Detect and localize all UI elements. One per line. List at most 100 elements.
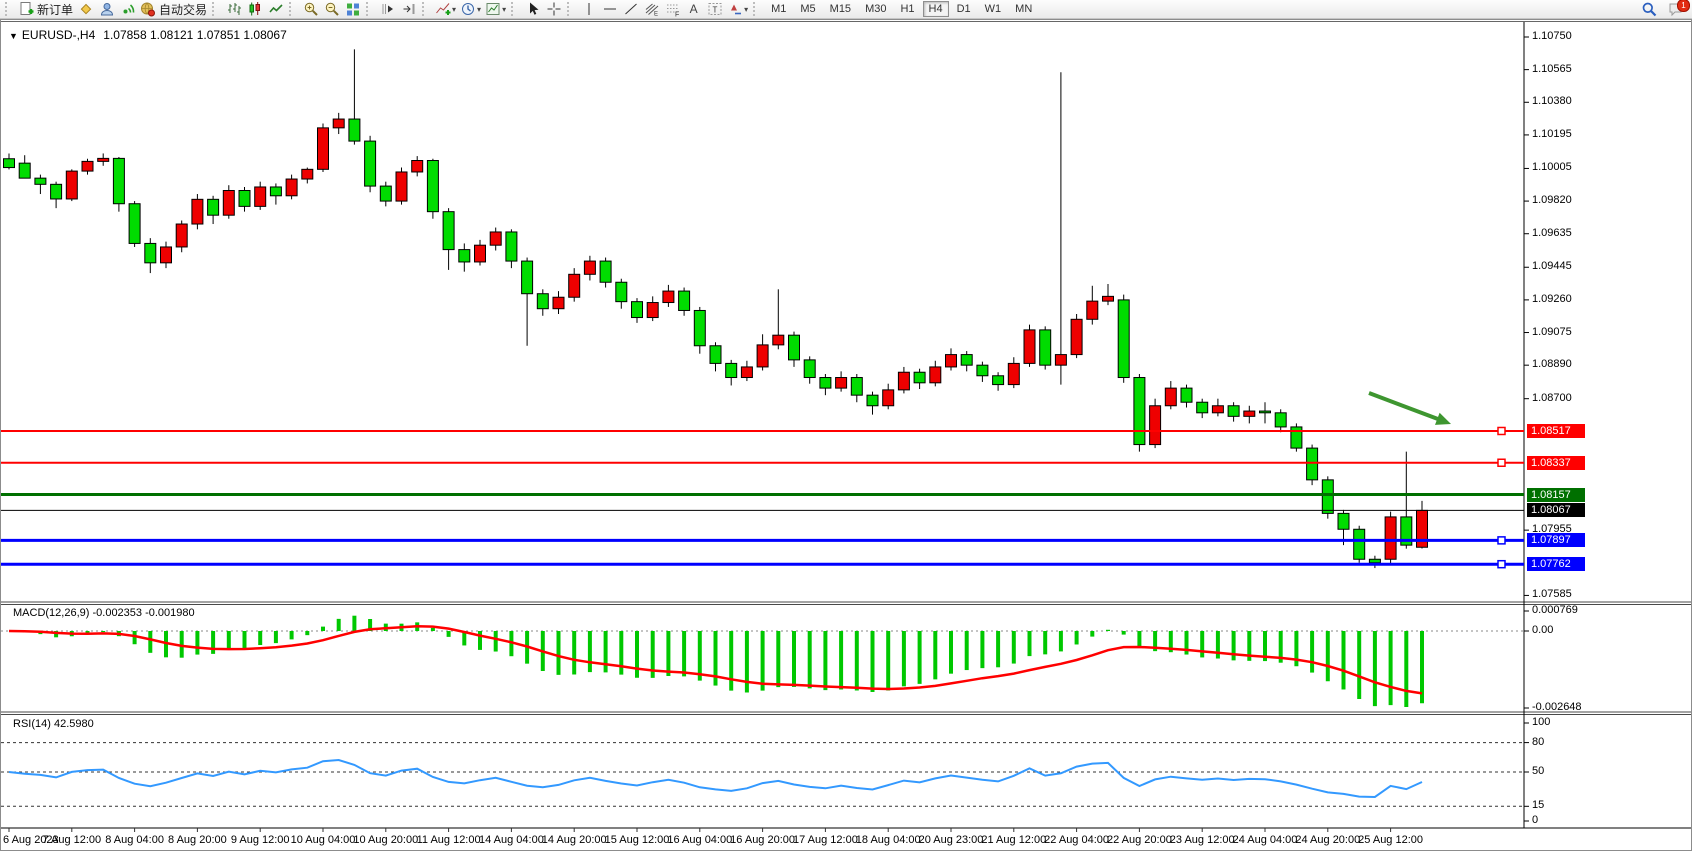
candle-bear xyxy=(913,371,926,384)
text-button[interactable]: A xyxy=(689,2,698,16)
timeframe-D1[interactable]: D1 xyxy=(956,3,971,15)
candle-bull xyxy=(756,344,769,368)
time-axis-label: 14 Aug 04:00 xyxy=(478,834,544,846)
arrow-shapes-icon xyxy=(731,4,742,15)
candle-bear xyxy=(1368,558,1381,564)
price-tick-label: 1.09635 xyxy=(1532,226,1572,239)
chart-shift-button[interactable] xyxy=(398,1,419,18)
toolbar-grip[interactable] xyxy=(753,2,760,16)
toolbar-grip[interactable] xyxy=(567,2,574,16)
trendline-button[interactable] xyxy=(620,1,641,18)
auto-scroll-button[interactable] xyxy=(377,1,398,18)
candle-bull xyxy=(583,260,596,275)
market-watch-button[interactable] xyxy=(96,1,117,18)
rsi-indicator-name: RSI(14) xyxy=(13,718,51,730)
candle-bear xyxy=(960,354,973,366)
fibonacci-button[interactable]: F xyxy=(662,1,683,18)
line-drag-handle[interactable] xyxy=(1497,458,1506,467)
templates-button[interactable]: ▾ xyxy=(483,1,508,18)
candle-bull xyxy=(332,118,345,129)
vertical-line-icon xyxy=(588,3,590,15)
toolbar-grip[interactable] xyxy=(212,2,219,16)
candle-bear xyxy=(1321,479,1334,514)
timeframe-H4[interactable]: H4 xyxy=(922,1,949,17)
line-drag-handle[interactable] xyxy=(1497,536,1506,545)
macd-panel-label: MACD(12,26,9) -0.002353 -0.001980 xyxy=(13,607,195,619)
toolbar-grip[interactable] xyxy=(5,2,12,16)
time-axis-label: 25 Aug 12:00 xyxy=(1358,834,1424,846)
new-order-icon xyxy=(20,2,34,15)
horizontal-line-button[interactable] xyxy=(599,1,620,18)
templates-icon xyxy=(486,3,500,15)
text-label-button[interactable]: T xyxy=(704,1,725,18)
zoom-in-button[interactable] xyxy=(300,1,321,18)
candle-bear xyxy=(803,359,816,379)
time-axis-label: 21 Aug 12:00 xyxy=(981,834,1047,846)
timeframe-M30[interactable]: M30 xyxy=(865,3,887,15)
signals-button[interactable] xyxy=(117,1,138,18)
timeframe-M15[interactable]: M15 xyxy=(829,3,852,15)
candle-bear xyxy=(426,160,439,213)
toolbar-grip[interactable] xyxy=(422,2,429,16)
candle-bull xyxy=(772,334,785,346)
macd-axis-label: 0.00 xyxy=(1532,624,1554,636)
rsi-axis-label: 80 xyxy=(1532,735,1545,748)
notifications-button[interactable]: 1 xyxy=(1665,0,1690,18)
time-axis-label: 10 Aug 20:00 xyxy=(353,834,419,846)
candlestick-chart-button[interactable] xyxy=(244,1,265,18)
line-price-label: 1.08517 xyxy=(1527,423,1585,438)
candle-bull xyxy=(835,377,848,389)
indicators-button[interactable]: ▾ xyxy=(433,1,458,18)
equidistant-channel-button[interactable]: E xyxy=(641,1,662,18)
signal-icon xyxy=(123,4,134,14)
line-drag-handle[interactable] xyxy=(1497,559,1506,569)
candle-bear xyxy=(34,177,47,185)
line-drag-handle[interactable] xyxy=(1497,426,1506,436)
chart-canvas[interactable] xyxy=(1,20,1691,850)
toolbar-grip[interactable] xyxy=(289,2,296,16)
candle-bull xyxy=(1164,387,1177,407)
candle-bear xyxy=(1196,401,1209,414)
timeframe-H1[interactable]: H1 xyxy=(900,3,915,15)
chart-context-arrow-icon[interactable]: ▼ xyxy=(9,31,18,41)
dropdown-caret-icon: ▾ xyxy=(502,4,507,14)
time-axis-label: 14 Aug 20:00 xyxy=(541,834,607,846)
candle-bear xyxy=(631,301,643,319)
candle-bear xyxy=(599,260,612,283)
candle-bear xyxy=(850,377,863,396)
candle-bull xyxy=(97,157,110,162)
cursor-button[interactable] xyxy=(522,1,543,18)
tile-windows-button[interactable] xyxy=(342,1,363,18)
candle-bull xyxy=(740,366,753,379)
timeframe-MN[interactable]: MN xyxy=(1015,3,1033,15)
candle-bear xyxy=(112,157,125,205)
timeframe-W1[interactable]: W1 xyxy=(984,3,1002,15)
toolbar-grip[interactable] xyxy=(511,2,518,16)
zoom-out-button[interactable] xyxy=(321,1,342,18)
periods-button[interactable]: ▾ xyxy=(458,1,483,18)
new-order-label: 新订单 xyxy=(37,2,74,17)
search-button[interactable] xyxy=(1638,1,1659,18)
chart-profile-button[interactable] xyxy=(75,1,96,18)
crosshair-button[interactable] xyxy=(543,1,564,18)
candle-bear xyxy=(1290,426,1303,449)
vertical-line-button[interactable] xyxy=(578,1,599,18)
svg-text:F: F xyxy=(675,12,679,18)
toolbar-grip[interactable] xyxy=(366,2,373,16)
trend-arrow-line[interactable] xyxy=(1368,391,1439,421)
fibonacci-icon: F xyxy=(666,4,679,18)
zoom-in-icon xyxy=(304,2,318,16)
new-order-button[interactable]: 新订单 xyxy=(16,1,75,18)
channel-icon: E xyxy=(645,3,658,17)
timeframe-M5[interactable]: M5 xyxy=(800,3,816,15)
trend-arrow-head[interactable] xyxy=(1435,412,1451,425)
arrows-button[interactable]: ▾ xyxy=(725,1,750,18)
line-chart-button[interactable] xyxy=(265,1,286,18)
timeframe-bar: M1 M5 M15 M30 H1 H4 D1 W1 MN xyxy=(764,1,1039,17)
time-axis-label: 11 Aug 12:00 xyxy=(416,834,481,846)
bar-chart-button[interactable] xyxy=(223,1,244,18)
timeframe-M1[interactable]: M1 xyxy=(771,3,787,15)
candle-bull xyxy=(254,186,267,207)
auto-trading-button[interactable]: 自动交易 xyxy=(138,1,209,18)
price-tick-label: 1.07585 xyxy=(1532,588,1572,601)
